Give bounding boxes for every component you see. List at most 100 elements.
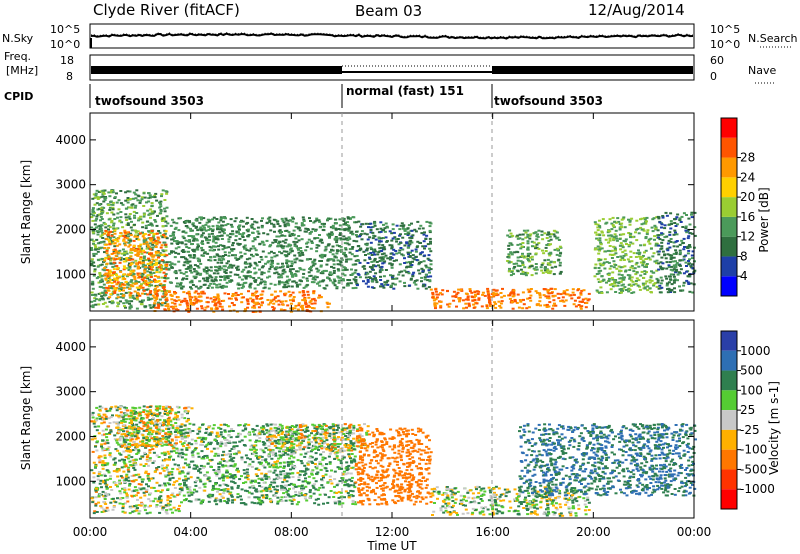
heatmap-cell-6: [509, 261, 513, 264]
heatmap-cell-0: [91, 450, 95, 453]
heatmap-cell-0: [157, 466, 161, 468]
heatmap-cell-3: [322, 225, 326, 228]
heatmap-cell-0: [144, 490, 148, 493]
heatmap-cell-0: [162, 218, 166, 221]
heatmap-cell-3: [283, 234, 287, 237]
heatmap-cell-0: [137, 217, 141, 220]
heatmap-cell-7: [607, 261, 611, 264]
heatmap-cell-4: [415, 246, 419, 249]
heatmap-cell-3: [296, 285, 299, 288]
heatmap-cell-0: [134, 197, 138, 200]
heatmap-cell-3: [330, 248, 333, 251]
heatmap-cell-0: [115, 297, 119, 300]
heatmap-cell-3: [209, 228, 212, 230]
heatmap-cell-3: [338, 263, 342, 266]
heatmap-cell-3: [177, 241, 181, 244]
heatmap-cell-3: [246, 235, 250, 238]
heatmap-cell-3: [333, 255, 337, 258]
heatmap-cell-0: [96, 196, 100, 199]
heatmap-cell-8: [671, 260, 675, 263]
heatmap-cell-5: [496, 293, 500, 296]
heatmap-cell-7: [597, 272, 601, 275]
heatmap-cell-7: [612, 253, 616, 256]
heatmap-cell-7: [632, 270, 636, 273]
heatmap-cell-2: [156, 303, 160, 306]
heatmap-cell-7: [624, 289, 628, 291]
heatmap-cell-1: [153, 264, 157, 266]
heatmap-cell-1: [136, 248, 140, 251]
heatmap-cell-0: [148, 212, 152, 215]
heatmap-cell-3: [184, 271, 188, 274]
heatmap-cell-7: [614, 291, 618, 293]
heatmap-cell-6: [530, 258, 534, 261]
heatmap-cell-4: [390, 257, 394, 260]
heatmap-cell-0: [109, 416, 113, 419]
heatmap-cell-0: [145, 435, 149, 438]
heatmap-cell-2: [317, 296, 321, 299]
heatmap-cell-0: [120, 221, 124, 224]
heatmap-cell-3: [200, 216, 203, 219]
heatmap-cell-0: [100, 263, 104, 266]
heatmap-cell-0: [102, 200, 106, 203]
heatmap-cell-4: [374, 238, 378, 241]
heatmap-cell-0: [97, 303, 101, 306]
heatmap-cell-7: [655, 262, 659, 265]
heatmap-cell-1: [113, 292, 117, 294]
heatmap-cell-7: [625, 243, 628, 245]
heatmap-cell-3: [329, 258, 333, 261]
heatmap-cell-1: [116, 240, 120, 243]
heatmap-cell-2: [235, 298, 238, 301]
heatmap-cell-8: [668, 231, 672, 234]
heatmap-cell-0: [116, 301, 120, 304]
heatmap-cell-0: [94, 496, 98, 499]
heatmap-cell-1: [123, 229, 127, 232]
heatmap-cell-5: [586, 299, 590, 302]
heatmap-cell-5: [464, 292, 468, 295]
heatmap-cell-3: [172, 231, 176, 234]
heatmap-cell-0: [129, 274, 133, 276]
heatmap-cell-3: [283, 224, 287, 227]
heatmap-cell-1: [122, 268, 126, 271]
heatmap-cell-0: [103, 498, 107, 500]
heatmap-cell-7: [627, 245, 631, 248]
heatmap-cell-3: [280, 276, 284, 279]
heatmap-cell-1: [136, 274, 140, 276]
heatmap-cell-0: [105, 469, 109, 472]
heatmap-cell-1: [131, 406, 135, 409]
heatmap-cell-1: [156, 236, 160, 239]
heatmap-cell-3: [205, 272, 209, 275]
heatmap-cell-0: [147, 259, 151, 262]
heatmap-cell-2: [170, 295, 174, 297]
heatmap-cell-1: [128, 287, 131, 290]
heatmap-cell-2: [209, 297, 213, 300]
heatmap-cell-1: [152, 232, 156, 235]
heatmap-cell-3: [260, 278, 264, 281]
heatmap-cell-7: [653, 282, 657, 285]
heatmap-cell-0: [116, 431, 120, 434]
heatmap-cell-0: [131, 261, 135, 264]
heatmap-cell-6: [549, 261, 553, 264]
heatmap-cell-1: [157, 289, 161, 292]
heatmap-cell-3: [309, 274, 313, 277]
heatmap-cell-4: [406, 231, 410, 234]
heatmap-cell-0: [160, 276, 164, 279]
heatmap-cell-6: [508, 242, 512, 245]
heatmap-cell-3: [205, 239, 209, 242]
heatmap-cell-3: [224, 246, 228, 249]
heatmap-cell-4: [367, 252, 371, 255]
heatmap-cell-4: [399, 224, 403, 227]
heatmap-cell-3: [169, 234, 173, 237]
heatmap-cell-6: [524, 231, 528, 234]
heatmap-cell-8: [661, 262, 665, 265]
heatmap-cell-0: [144, 224, 148, 227]
heatmap-cell-4: [382, 229, 385, 231]
heatmap-cell-1: [123, 433, 127, 435]
heatmap-cell-0: [90, 300, 94, 303]
heatmap-cell-3: [165, 237, 169, 240]
heatmap-cell-0: [124, 444, 128, 447]
heatmap-cell-0: [135, 417, 139, 420]
heatmap-cell-3: [300, 259, 304, 262]
heatmap-cell-3: [199, 235, 203, 238]
heatmap-cell-5: [512, 291, 516, 294]
heatmap-cell-0: [126, 447, 130, 450]
